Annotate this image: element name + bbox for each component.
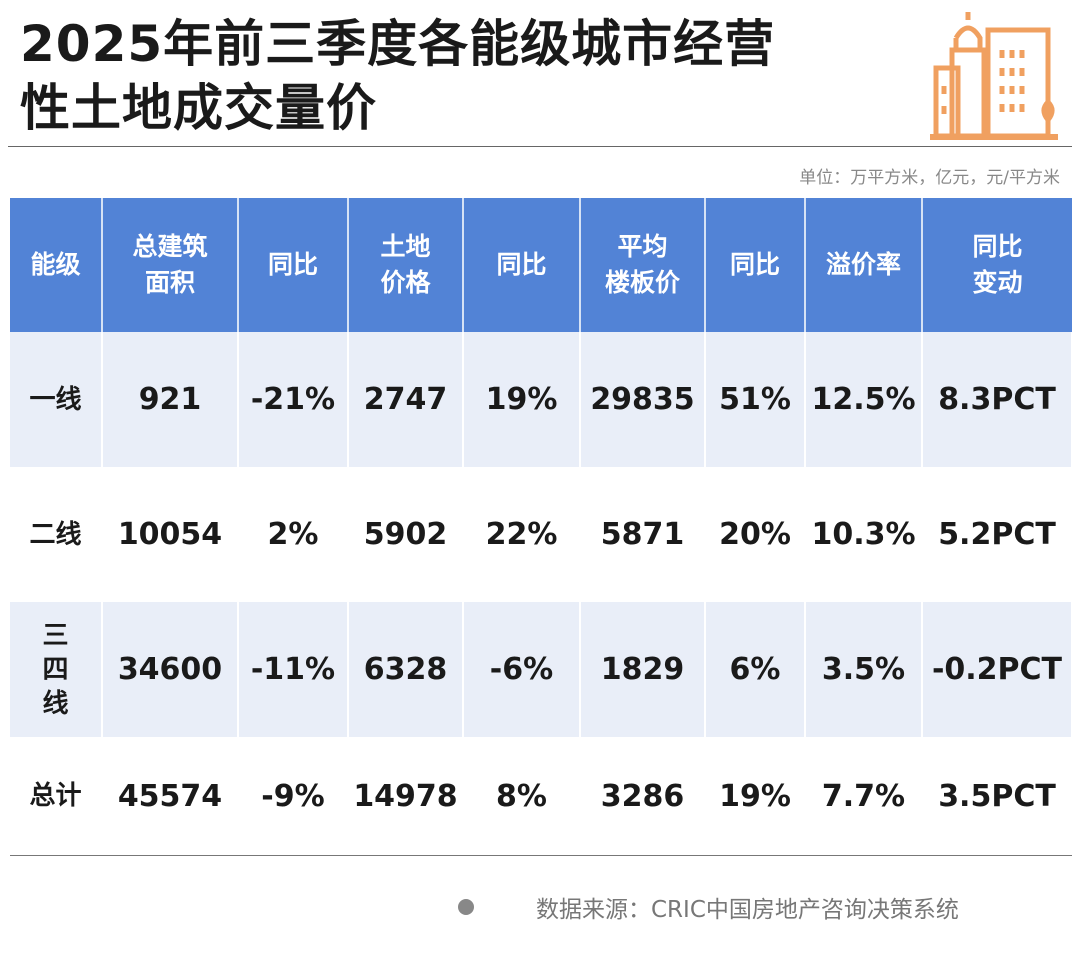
table-cell: 921: [102, 332, 239, 467]
table-cell: -0.2PCT: [922, 602, 1073, 737]
table-cell: 3286: [580, 737, 706, 855]
table-row: 总计 45574 -9% 14978 8% 3286 19% 7.7% 3.5PCT: [10, 737, 1073, 855]
bullet-dot-icon: [458, 899, 474, 915]
table-cell: 2747: [348, 332, 464, 467]
row-label: 三四线: [10, 602, 103, 737]
table-cell: 2%: [238, 467, 349, 602]
table-cell: 7.7%: [805, 737, 923, 855]
table-cell: 14978: [348, 737, 464, 855]
row-label: 一线: [10, 332, 103, 467]
column-header-line: 平均: [617, 232, 668, 261]
table-cell: 19%: [705, 737, 806, 855]
table-cell: -9%: [238, 737, 349, 855]
table-row: 二线 10054 2% 5902 22% 5871 20% 10.3% 5.2PCT: [10, 467, 1073, 602]
table-cell: 1829: [580, 602, 706, 737]
row-label: 总计: [10, 737, 103, 855]
table-cell: 8%: [463, 737, 581, 855]
column-header: 总建筑 面积: [102, 198, 239, 332]
table-cell: 3.5PCT: [922, 737, 1073, 855]
table-cell: 6%: [705, 602, 806, 737]
table-cell: 20%: [705, 467, 806, 602]
table-cell: 10054: [102, 467, 239, 602]
table-cell: 6328: [348, 602, 464, 737]
table-cell: 5871: [580, 467, 706, 602]
column-header-line: 同比: [267, 250, 318, 279]
column-header-line: 价格: [380, 268, 431, 297]
column-header: 溢价率: [805, 198, 923, 332]
column-header-line: 面积: [144, 268, 195, 297]
table-cell: -11%: [238, 602, 349, 737]
column-header: 同比: [463, 198, 581, 332]
table-row: 三四线 34600 -11% 6328 -6% 1829 6% 3.5% -0.2PCT: [10, 602, 1073, 737]
column-header: 能级: [10, 198, 103, 332]
column-header-line: 总建筑: [132, 232, 208, 261]
column-header: 同比: [705, 198, 806, 332]
unit-note: 单位：万平方米，亿元，元/平方米: [799, 168, 1060, 188]
column-header-line: 变动: [972, 268, 1023, 297]
table-cell: 34600: [102, 602, 239, 737]
table-row: 一线 921 -21% 2747 19% 29835 51% 12.5% 8.3PCT: [10, 332, 1073, 467]
city-buildings-icon: [930, 12, 1058, 140]
table-cell: 45574: [102, 737, 239, 855]
table-cell: 51%: [705, 332, 806, 467]
column-header-line: 楼板价: [604, 268, 680, 297]
title-divider: [8, 146, 1072, 147]
bottom-divider: [10, 855, 1072, 856]
page-title: 2025年前三季度各能级城市经营 性土地成交量价: [20, 12, 775, 140]
table-cell: 10.3%: [805, 467, 923, 602]
table-cell: 5902: [348, 467, 464, 602]
column-header-line: 溢价率: [825, 250, 901, 279]
column-header: 同比: [238, 198, 349, 332]
table-cell: 8.3PCT: [922, 332, 1073, 467]
column-header: 同比 变动: [922, 198, 1072, 332]
column-header-line: 土地: [380, 232, 431, 261]
source-text: 数据来源：CRIC中国房地产咨询决策系统: [536, 897, 959, 923]
title-line-2: 性土地成交量价: [20, 79, 377, 137]
table-cell: 12.5%: [805, 332, 923, 467]
column-header-line: 能级: [30, 250, 81, 279]
table-cell: -21%: [238, 332, 349, 467]
column-header-line: 同比: [729, 250, 780, 279]
table-cell: 22%: [463, 467, 581, 602]
column-header: 平均 楼板价: [580, 198, 706, 332]
column-header: 土地 价格: [348, 198, 464, 332]
column-header-line: 同比: [972, 232, 1023, 261]
table-cell: 5.2PCT: [922, 467, 1073, 602]
title-line-1: 2025年前三季度各能级城市经营: [20, 15, 776, 73]
source-note: 数据来源：CRIC中国房地产咨询决策系统: [458, 890, 959, 924]
table-cell: 29835: [580, 332, 706, 467]
table-cell: 19%: [463, 332, 581, 467]
row-label: 二线: [10, 467, 103, 602]
table-cell: -6%: [463, 602, 581, 737]
data-table: 能级 总建筑 面积 同比 土地 价格 同比 平均 楼板价 同比 溢价率 同比 变动 一线 921 -21% 2…: [10, 198, 1073, 855]
column-header-line: 同比: [496, 250, 547, 279]
table-cell: 3.5%: [805, 602, 923, 737]
